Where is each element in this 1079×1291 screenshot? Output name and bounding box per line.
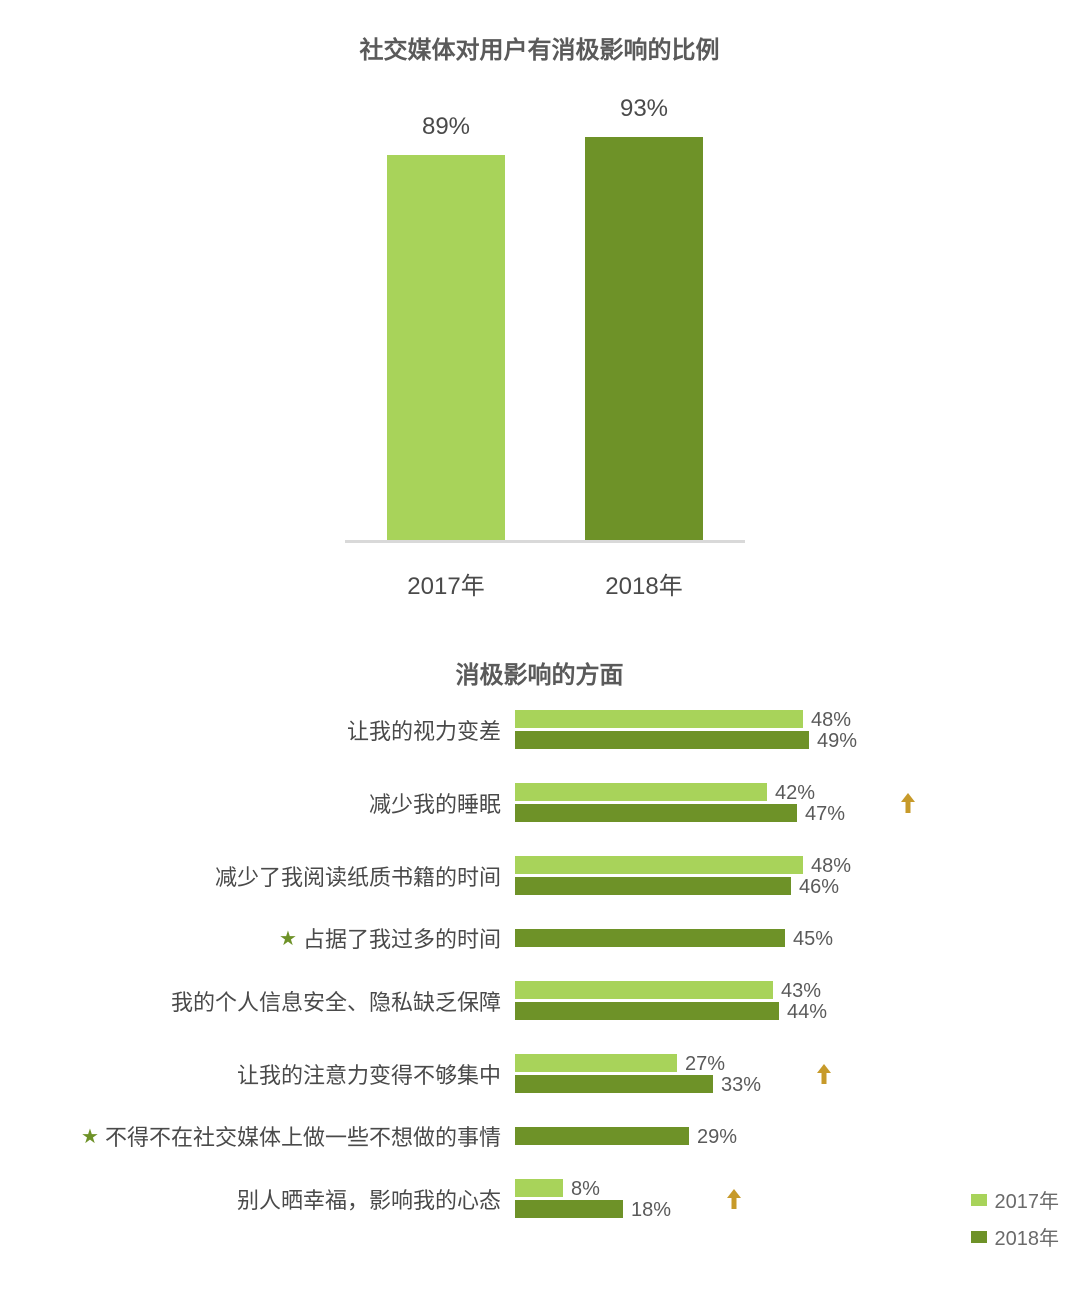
hbar-value-2018: 29%: [697, 1126, 737, 1149]
legend: 2017年 2018年: [971, 1185, 1060, 1251]
chart-title: 社交媒体对用户有消极影响的比例: [0, 30, 1079, 65]
hbar-value-2018: 45%: [793, 928, 833, 951]
legend-label: 2018年: [995, 1222, 1060, 1251]
hbar-value-2018: 47%: [805, 803, 845, 826]
hbar-value-2018: 49%: [817, 730, 857, 753]
vbar-label-0: 89%: [422, 113, 470, 141]
hbar-row-label: 减少了我阅读纸质书籍的时间: [215, 860, 501, 892]
hbar-row: 让我的注意力变得不够集中 27%33%: [60, 1054, 1015, 1093]
hbar-row-label: 别人晒幸福，影响我的心态: [237, 1183, 501, 1215]
hbar-area: 48%49%: [515, 710, 815, 749]
hbar-2017: [515, 783, 767, 801]
hbar-2018: [515, 731, 809, 749]
hbar-row-label: 减少我的睡眠: [369, 787, 501, 819]
hbar-row-label-cell: ★不得不在社交媒体上做一些不想做的事情: [60, 1127, 515, 1145]
hbar-row: 别人晒幸福，影响我的心态 8%18%: [60, 1179, 1015, 1218]
hbar-row: ★占据了我过多的时间45%: [60, 929, 1015, 947]
hbar-2018: [515, 877, 791, 895]
hbar-area: 43%44%: [515, 981, 815, 1020]
hbar-row-label-cell: 让我的视力变差: [60, 710, 515, 749]
vertical-bar-plot: 89%93%: [345, 110, 745, 543]
legend-swatch: [971, 1194, 987, 1206]
subtitle: 消极影响的方面: [0, 655, 1079, 690]
hbar-value-2017: 42%: [775, 782, 815, 805]
hbar-row-label-cell: 我的个人信息安全、隐私缺乏保障: [60, 981, 515, 1020]
hbar-row-label: 不得不在社交媒体上做一些不想做的事情: [105, 1120, 501, 1152]
hbar-row-label: 占据了我过多的时间: [303, 922, 501, 954]
vbar-1: [585, 137, 703, 540]
up-arrow-icon: [899, 791, 917, 820]
hbar-value-2017: 27%: [685, 1053, 725, 1076]
legend-swatch: [971, 1231, 987, 1243]
hbar-row-label: 我的个人信息安全、隐私缺乏保障: [171, 985, 501, 1017]
hbar-area: 42%47%: [515, 783, 815, 822]
hbar-value-2018: 18%: [631, 1199, 671, 1222]
hbar-value-2017: 8%: [571, 1178, 600, 1201]
horizontal-bar-chart: 让我的视力变差48%49%减少我的睡眠42%47%减少了我阅读纸质书籍的时间48…: [60, 710, 1015, 1252]
hbar-row-label-cell: 让我的注意力变得不够集中: [60, 1054, 515, 1093]
hbar-2018: [515, 1200, 623, 1218]
hbar-2018: [515, 1127, 689, 1145]
hbar-area: 29%: [515, 1127, 815, 1145]
hbar-value-2018: 33%: [721, 1074, 761, 1097]
hbar-value-2018: 44%: [787, 1001, 827, 1024]
hbar-2018: [515, 929, 785, 947]
legend-item: 2017年: [971, 1185, 1060, 1214]
hbar-row-label-cell: 减少了我阅读纸质书籍的时间: [60, 856, 515, 895]
hbar-row: ★不得不在社交媒体上做一些不想做的事情29%: [60, 1127, 1015, 1145]
hbar-value-2018: 46%: [799, 876, 839, 899]
hbar-2017: [515, 710, 803, 728]
hbar-row: 减少了我阅读纸质书籍的时间 48%46%: [60, 856, 1015, 895]
hbar-2017: [515, 981, 773, 999]
legend-item: 2018年: [971, 1222, 1060, 1251]
hbar-row: 我的个人信息安全、隐私缺乏保障 43%44%: [60, 981, 1015, 1020]
hbar-2018: [515, 1075, 713, 1093]
hbar-2018: [515, 804, 797, 822]
hbar-area: 27%33%: [515, 1054, 815, 1093]
hbar-row-label-cell: 减少我的睡眠: [60, 783, 515, 822]
hbar-row: 让我的视力变差 48%49%: [60, 710, 1015, 749]
vbar-category-1: 2018年: [605, 566, 682, 601]
hbar-2017: [515, 856, 803, 874]
vbar-0: [387, 155, 505, 540]
vertical-bar-chart: 89%93% 2017年2018年: [345, 110, 745, 543]
hbar-value-2017: 48%: [811, 709, 851, 732]
hbar-row-label-cell: 别人晒幸福，影响我的心态: [60, 1179, 515, 1218]
star-icon: ★: [279, 926, 297, 951]
hbar-area: 48%46%: [515, 856, 815, 895]
up-arrow-icon: [725, 1187, 743, 1216]
hbar-2017: [515, 1179, 563, 1197]
hbar-row-label: 让我的视力变差: [347, 714, 501, 746]
hbar-2017: [515, 1054, 677, 1072]
vbar-category-0: 2017年: [407, 566, 484, 601]
up-arrow-icon: [815, 1062, 833, 1091]
hbar-row: 减少我的睡眠 42%47%: [60, 783, 1015, 822]
vbar-label-1: 93%: [620, 95, 668, 123]
hbar-area: 8%18%: [515, 1179, 815, 1218]
hbar-row-label: 让我的注意力变得不够集中: [237, 1058, 501, 1090]
hbar-area: 45%: [515, 929, 815, 947]
hbar-value-2017: 48%: [811, 855, 851, 878]
hbar-row-label-cell: ★占据了我过多的时间: [60, 929, 515, 947]
hbar-value-2017: 43%: [781, 980, 821, 1003]
star-icon: ★: [81, 1124, 99, 1149]
hbar-2018: [515, 1002, 779, 1020]
legend-label: 2017年: [995, 1185, 1060, 1214]
